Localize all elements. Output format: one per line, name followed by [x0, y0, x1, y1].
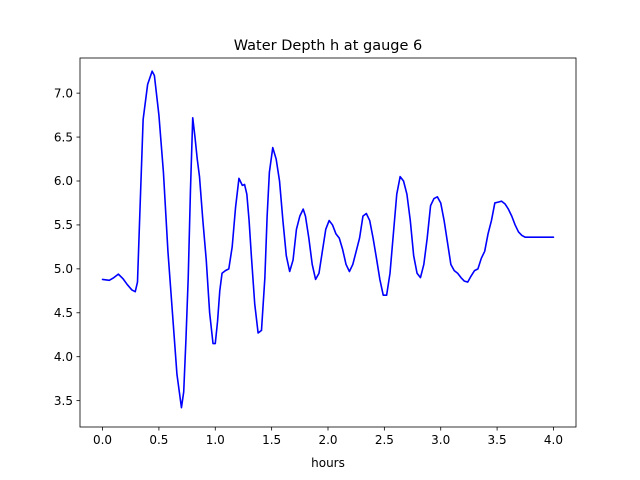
plot-area: 0.0 0.5 1.0 1.5 2.0 2.5 3.0 3.5 4.0 3.5 4.0 4.5 5.0 5… [54, 57, 577, 447]
x-axis-label: hours [311, 456, 345, 470]
y-tick-label: 5.5 [54, 218, 73, 232]
x-tick-label: 2.5 [375, 433, 394, 447]
series-line-0 [101, 70, 555, 409]
y-tick-label: 3.5 [54, 394, 73, 408]
x-tick-label: 0.5 [149, 433, 168, 447]
y-tick-label: 6.5 [54, 130, 73, 144]
y-tick-label: 7.0 [54, 86, 73, 100]
x-tick-label: 2.0 [318, 433, 337, 447]
x-tick-label: 1.5 [262, 433, 281, 447]
x-tick-label: 1.0 [206, 433, 225, 447]
y-tick-label: 4.0 [54, 350, 73, 364]
chart-title: Water Depth h at gauge 6 [234, 38, 422, 54]
x-tick-label: 3.0 [431, 433, 450, 447]
x-tick-label: 3.5 [488, 433, 507, 447]
y-tick-label: 5.0 [54, 262, 73, 276]
x-tick-label: 4.0 [544, 433, 563, 447]
y-tick-label: 4.5 [54, 306, 73, 320]
axes-frame [79, 57, 577, 428]
x-tick-label: 0.0 [93, 433, 112, 447]
y-tick-label: 6.0 [54, 174, 73, 188]
